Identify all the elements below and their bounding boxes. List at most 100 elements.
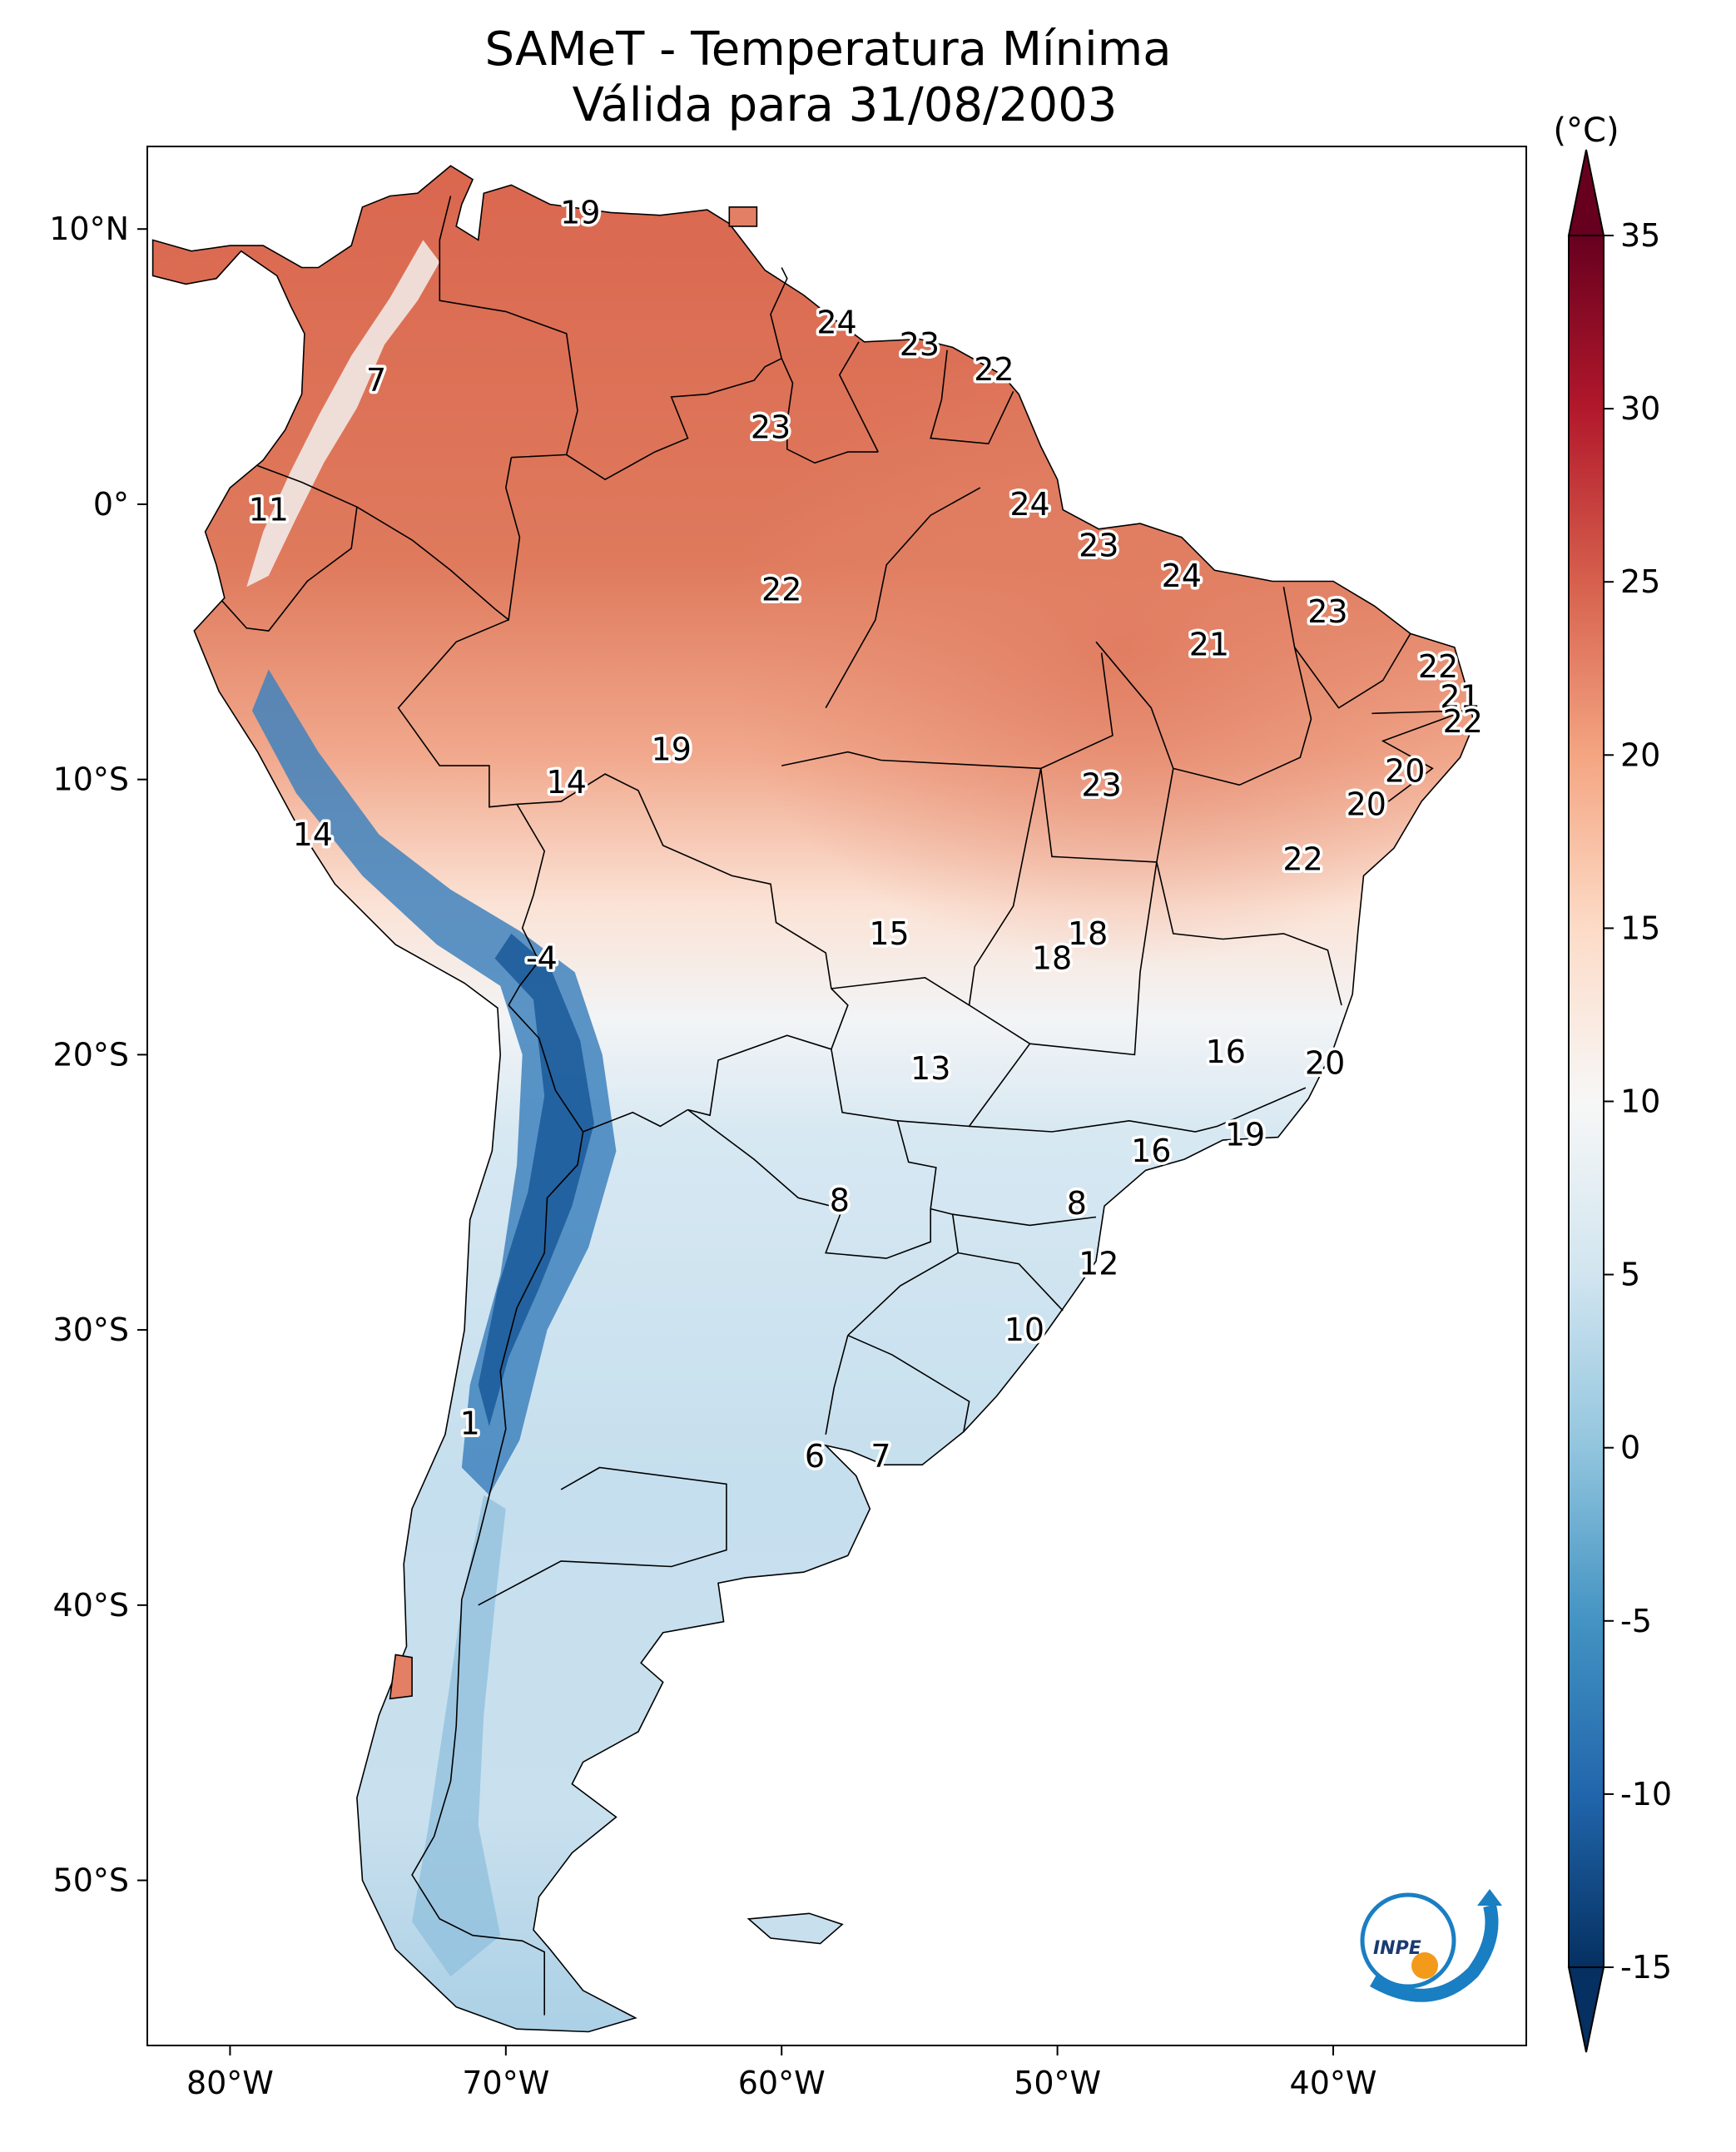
station-value: 21 xyxy=(1189,627,1229,663)
border-brazil-goias-mt xyxy=(968,768,1158,1056)
station-value: 23 xyxy=(1307,593,1347,630)
station-value: 20 xyxy=(1385,753,1425,790)
border-peru-brazil xyxy=(397,619,518,808)
political-borders xyxy=(221,196,1466,2016)
colorbar-tick-label: -15 xyxy=(1620,1949,1672,1986)
title-line-1: SAMeT - Temperatura Mínima xyxy=(484,22,1171,77)
station-value: 22 xyxy=(1282,841,1322,878)
station-value: 23 xyxy=(900,326,940,363)
station-value: 10 xyxy=(1004,1312,1044,1348)
border-brazil-ceara xyxy=(1293,632,1411,709)
patagonia-andes-cool xyxy=(412,1495,506,1977)
station-value: 24 xyxy=(1009,486,1049,523)
colorbar-tick-label: -5 xyxy=(1620,1603,1652,1639)
station-value: 20 xyxy=(1305,1044,1345,1081)
colorbar-tick-label: 35 xyxy=(1620,217,1660,254)
border-bolivia-argentina xyxy=(583,1108,688,1133)
border-colombia-venezuela xyxy=(439,196,578,459)
station-value: 6 xyxy=(805,1438,825,1475)
station-value: 23 xyxy=(751,409,791,445)
colorbar-tick-label: 0 xyxy=(1620,1430,1640,1466)
station-value: 22 xyxy=(761,572,801,608)
border-brazil-pr-sc xyxy=(952,1213,1097,1227)
lat-tick-label: 40°S xyxy=(53,1587,129,1624)
border-uruguay-argentina xyxy=(825,1335,849,1435)
lon-tick-label: 70°W xyxy=(462,2065,549,2101)
lon-tick-label: 60°W xyxy=(738,2065,826,2101)
border-venezuela-brazil xyxy=(566,357,782,481)
border-peru-bolivia xyxy=(508,803,546,1006)
latitude-axis: 10°N 0° 10°S 20°S 30°S 40°S 50°S xyxy=(49,211,147,1899)
border-colombia-ecuador-peru xyxy=(257,457,521,622)
inpe-logo: INPE xyxy=(1360,1889,1502,2002)
station-value: 22 xyxy=(1418,648,1458,685)
colorbar-tick-label: 25 xyxy=(1620,563,1660,600)
chiloe-island xyxy=(389,1654,413,1700)
station-value: 7 xyxy=(366,362,386,399)
station-value: 12 xyxy=(1079,1246,1118,1282)
station-value: 23 xyxy=(1081,766,1121,803)
station-value: 8 xyxy=(830,1183,850,1219)
lat-tick-label: 50°S xyxy=(53,1862,129,1899)
brazil-warm-core xyxy=(724,333,1475,965)
falkland-islands xyxy=(746,1912,844,1945)
border-argentina-provinces xyxy=(478,1466,727,1606)
station-value: 7 xyxy=(870,1438,890,1475)
station-value: 23 xyxy=(1079,528,1118,564)
station-value: -4 xyxy=(526,940,558,977)
lat-tick-label: 0° xyxy=(93,486,129,523)
colorbar-unit: (°C) xyxy=(1553,112,1619,150)
border-paraguay-brazil xyxy=(831,1049,937,1209)
logo-swoosh xyxy=(1370,1904,1499,2002)
logo-ring xyxy=(1360,1892,1456,1989)
lat-tick-label: 30°S xyxy=(53,1312,129,1348)
title-line-2: Válida para 31/08/2003 xyxy=(573,78,1118,132)
andes-frigid-core xyxy=(478,933,594,1426)
station-value: 19 xyxy=(652,731,692,767)
border-guyana-brazil xyxy=(781,358,879,464)
lat-tick-label: 20°S xyxy=(53,1036,129,1073)
border-brazil-maranhao xyxy=(1095,641,1174,863)
land-temperature-field xyxy=(152,166,1475,2032)
border-bolivia-brazil xyxy=(517,773,849,1050)
colorbar-tick-label: 10 xyxy=(1620,1083,1660,1120)
station-value: 24 xyxy=(816,305,856,341)
station-value: 19 xyxy=(1225,1116,1265,1153)
border-brazil-ms-mt xyxy=(831,976,970,1006)
station-value: 13 xyxy=(910,1050,950,1087)
border-brazil-bahia-minas xyxy=(1156,861,1342,1006)
colorbar: (°C) 35 30 25 20 15 10 5 0 -5 -10 -15 xyxy=(1553,112,1672,2053)
border-brazil-sc-rs xyxy=(958,1252,1064,1312)
lon-tick-label: 80°W xyxy=(186,2065,274,2101)
colorbar-ticks: 35 30 25 20 15 10 5 0 -5 -10 -15 xyxy=(1604,217,1672,1986)
lon-tick-label: 50°W xyxy=(1014,2065,1101,2101)
border-chile-bolivia-argentina xyxy=(411,1004,584,2016)
colorbar-tick-label: -10 xyxy=(1620,1776,1672,1812)
longitude-axis: 80°W 70°W 60°W 50°W 40°W xyxy=(186,2045,1377,2101)
station-value: 18 xyxy=(1068,915,1108,952)
colorbar-extend-min xyxy=(1567,1966,1605,2053)
station-value: 11 xyxy=(249,492,289,528)
coastline xyxy=(151,165,1475,2033)
border-uruguay xyxy=(847,1334,970,1432)
colorbar-tick-label: 30 xyxy=(1620,390,1660,427)
border-brazil-northeast-small xyxy=(1371,710,1466,802)
station-value: 8 xyxy=(1067,1185,1087,1222)
logo-text: INPE xyxy=(1373,1938,1421,1959)
trinidad-island xyxy=(728,206,758,227)
station-value: 14 xyxy=(547,764,587,801)
station-value: 21 xyxy=(1440,678,1480,715)
station-value: 16 xyxy=(1206,1034,1246,1070)
logo-arrow xyxy=(1477,1889,1502,1906)
colombia-andes-cool xyxy=(246,240,440,588)
lat-tick-label: 10°S xyxy=(53,761,129,798)
border-brazil-sp-mg-rj xyxy=(969,1087,1307,1133)
station-value: 24 xyxy=(1162,558,1202,594)
colorbar-tick-label: 5 xyxy=(1620,1257,1640,1293)
station-value: 14 xyxy=(293,816,333,853)
colorbar-extend-max xyxy=(1567,149,1605,236)
border-venezuela-guyana xyxy=(770,267,788,359)
lon-tick-label: 40°W xyxy=(1290,2065,1377,2101)
border-brazil-amazonas-para xyxy=(825,487,981,709)
